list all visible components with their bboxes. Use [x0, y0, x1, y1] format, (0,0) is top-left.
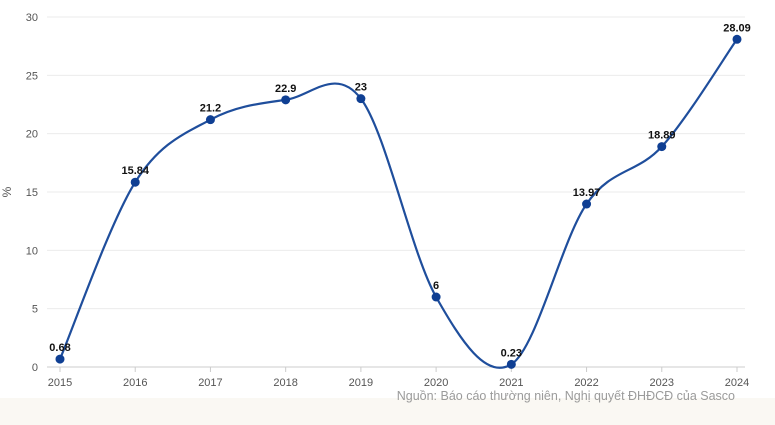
data-point — [130, 177, 140, 187]
data-point — [732, 34, 742, 44]
data-point — [582, 199, 592, 209]
y-tick-label: 10 — [26, 245, 38, 257]
y-tick-label: 5 — [32, 304, 38, 316]
y-tick-label: 0 — [32, 362, 38, 374]
x-tick-label: 2021 — [499, 377, 523, 389]
x-tick-label: 2024 — [725, 377, 749, 389]
series-line — [58, 38, 738, 369]
x-tick-label: 2020 — [424, 377, 448, 389]
data-point — [657, 142, 667, 152]
y-tick-label: 15 — [26, 187, 38, 199]
source-note: Nguồn: Báo cáo thường niên, Nghị quyết Đ… — [396, 389, 735, 403]
data-label: 21.2 — [200, 103, 221, 115]
data-point — [506, 359, 516, 369]
y-tick-label: 25 — [26, 70, 38, 82]
x-tick-label: 2023 — [650, 377, 674, 389]
x-tick-label: 2015 — [48, 377, 72, 389]
x-tick-label: 2016 — [123, 377, 147, 389]
data-point — [55, 354, 65, 364]
data-point — [431, 292, 441, 302]
data-point — [205, 115, 215, 125]
y-tick-label: 30 — [26, 12, 38, 24]
data-label: 22.9 — [275, 83, 296, 95]
data-label: 28.09 — [723, 22, 751, 34]
footer-band — [0, 398, 775, 425]
x-tick-label: 2017 — [198, 377, 222, 389]
data-label: 0.23 — [501, 347, 522, 359]
y-tick-label: 20 — [26, 129, 38, 141]
data-label: 23 — [355, 82, 367, 94]
data-label: 6 — [433, 280, 439, 292]
x-tick-label: 2022 — [574, 377, 598, 389]
data-label: 15.84 — [121, 165, 149, 177]
data-point — [281, 95, 291, 105]
x-tick-label: 2019 — [349, 377, 373, 389]
data-label: 13.97 — [573, 187, 601, 199]
data-label: 18.89 — [648, 130, 676, 142]
x-tick-label: 2018 — [273, 377, 297, 389]
data-point — [356, 94, 366, 104]
y-axis-title: % — [0, 186, 14, 197]
data-label: 0.68 — [49, 342, 70, 354]
